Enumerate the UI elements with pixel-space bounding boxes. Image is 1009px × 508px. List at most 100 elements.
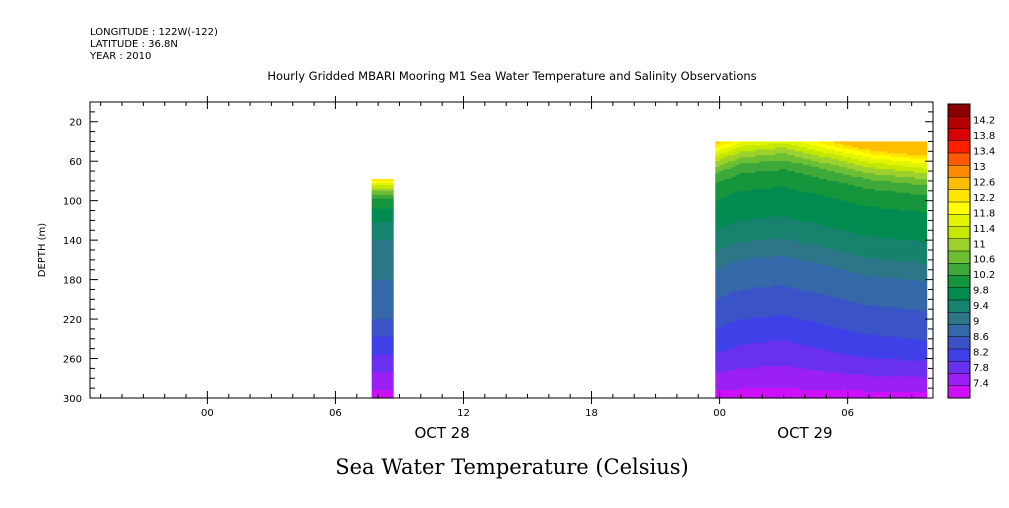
heatmap-cell [803,317,808,320]
heatmap-cell [783,352,788,356]
heatmap-cell [818,259,824,263]
heatmap-cell [763,360,768,364]
heatmap-cell [838,257,844,261]
heatmap-cell [388,269,394,273]
heatmap-cell [719,171,724,174]
heatmap-cell [751,232,756,235]
heatmap-cell [723,157,728,160]
heatmap-cell [743,246,748,249]
heatmap-cell [814,222,820,225]
heatmap-cell [775,380,780,383]
heatmap-cell [818,214,824,218]
data-layer [371,141,928,399]
heatmap-cell [388,196,394,200]
heatmap-cell [810,232,816,235]
heatmap-cell [388,281,394,285]
heatmap-cell [803,141,808,145]
heatmap-cell [747,208,752,212]
heatmap-cell [814,234,820,237]
heatmap-cell [723,204,728,208]
heatmap-cell [731,178,736,182]
heatmap-cell [380,346,386,350]
heatmap-cell [747,263,752,267]
heatmap-cell [826,257,832,261]
heatmap-cell [723,317,728,320]
heatmap-cell [779,362,784,366]
heatmap-cell [755,328,760,332]
heatmap-cell [775,368,780,371]
heatmap-cell [826,220,832,223]
heatmap-cell [775,238,780,241]
heatmap-cell [775,358,780,362]
heatmap-cell [830,186,836,190]
heatmap-cell [751,257,756,261]
heatmap-cell [384,338,390,342]
heatmap-cell [799,340,804,344]
heatmap-cell [787,344,792,348]
heatmap-cell [822,171,828,174]
heatmap-cell [807,313,812,316]
heatmap-cell [846,153,852,156]
heatmap-cell [775,194,780,198]
heatmap-cell [846,196,852,200]
heatmap-cell [830,388,836,391]
heatmap-cell [755,159,760,162]
heatmap-cell [375,299,381,302]
heatmap-cell [380,240,386,243]
heatmap-cell [810,200,816,204]
heatmap-cell [846,350,852,354]
heatmap-cell [814,171,820,174]
heatmap-cell [822,388,828,391]
heatmap-cell [822,184,828,188]
heatmap-cell [834,145,840,148]
heatmap-cell [814,149,820,152]
heatmap-cell [723,248,728,251]
heatmap-cell [727,184,732,188]
heatmap-cell [731,265,736,269]
heatmap-cell [771,212,776,216]
heatmap-cell [755,376,760,379]
heatmap-cell [826,326,832,330]
heatmap-cell [735,301,740,304]
heatmap-cell [747,226,752,229]
heatmap-cell [719,267,724,271]
heatmap-cell [743,171,748,174]
heatmap-cell [807,362,812,366]
heatmap-cell [842,366,848,369]
heatmap-cell [834,165,840,168]
heatmap-cell [834,153,840,156]
heatmap-cell [826,315,832,318]
heatmap-cell [846,374,852,377]
heatmap-cell [767,319,772,322]
heatmap-cell [747,360,752,364]
heatmap-cell [826,151,832,154]
heatmap-cell [763,206,768,210]
heatmap-cell [719,342,724,346]
heatmap-cell [371,332,377,336]
heatmap-cell [775,340,780,344]
heatmap-cell [767,182,772,186]
heatmap-cell [807,226,812,229]
heatmap-cell [747,143,752,147]
heatmap-cell [719,386,724,389]
heatmap-cell [727,163,732,166]
heatmap-cell [830,182,836,186]
heatmap-cell [822,182,828,186]
heatmap-cell [838,206,844,210]
heatmap-cell [838,194,844,198]
heatmap-cell [775,299,780,302]
heatmap-cell [775,295,780,298]
heatmap-cell [838,198,844,202]
heatmap-cell [743,159,748,162]
heatmap-cell [842,328,848,332]
heatmap-cell [755,360,760,364]
heatmap-cell [388,392,394,395]
heatmap-cell [779,380,784,383]
heatmap-cell [795,242,800,245]
heatmap-cell [719,210,724,214]
heatmap-cell [830,163,836,166]
heatmap-cell [759,330,764,334]
heatmap-cell [731,255,736,259]
heatmap-cell [747,317,752,320]
heatmap-cell [783,323,788,326]
